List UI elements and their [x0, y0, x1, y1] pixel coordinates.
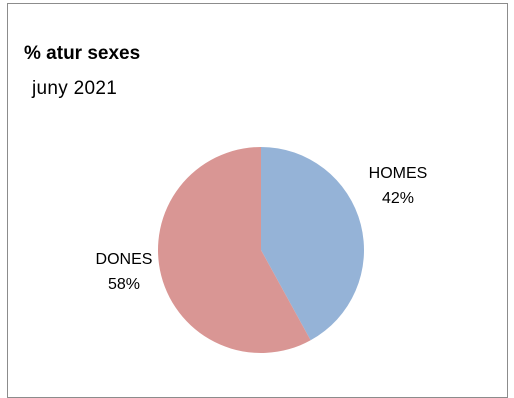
chart-subtitle: juny 2021: [32, 78, 118, 99]
pie-slice-homes: [261, 147, 364, 341]
slice-label-dones-name: DONES: [96, 251, 153, 268]
pie-slice-dones: [158, 147, 311, 354]
chart-title: % atur sexes: [24, 43, 141, 64]
slice-label-homes-name: HOMES: [369, 165, 428, 182]
slice-label-dones-percent: 58%: [108, 276, 140, 293]
slice-label-homes-percent: 42%: [382, 190, 414, 207]
